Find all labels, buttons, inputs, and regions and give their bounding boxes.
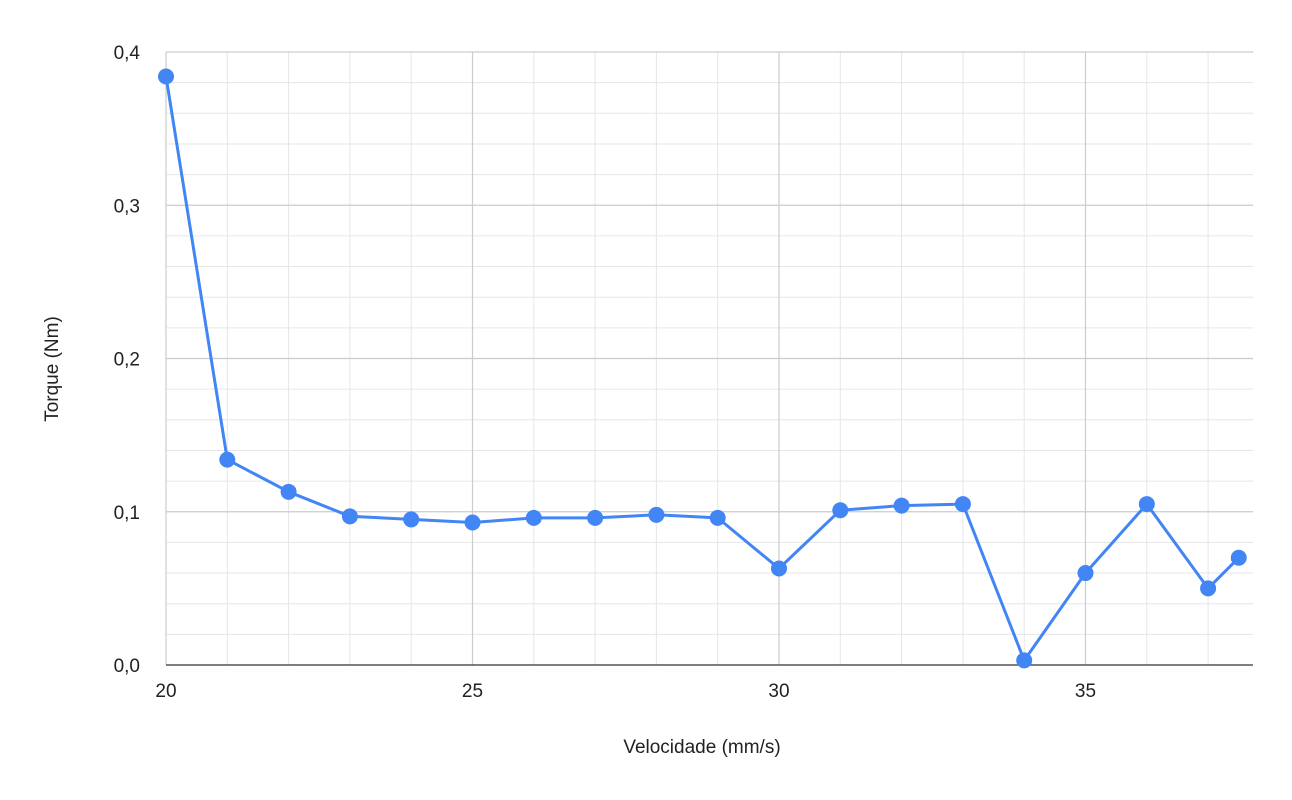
x-tick-label: 25 bbox=[462, 681, 483, 702]
data-point bbox=[587, 509, 604, 526]
y-axis-tick-labels: 0,0 0,1 0,2 0,3 0,4 bbox=[114, 43, 141, 677]
data-point bbox=[954, 496, 971, 513]
data-point bbox=[709, 509, 726, 526]
data-point bbox=[1016, 652, 1033, 669]
series-layer bbox=[158, 68, 1247, 669]
data-point bbox=[158, 68, 174, 85]
y-tick-label: 0,2 bbox=[114, 350, 140, 371]
x-axis-tick-labels: 20 25 30 35 bbox=[155, 681, 1096, 702]
y-tick-label: 0,4 bbox=[114, 43, 141, 64]
data-point bbox=[648, 506, 665, 523]
y-tick-label: 0,0 bbox=[114, 656, 140, 677]
data-point bbox=[280, 483, 297, 500]
data-point bbox=[1230, 549, 1247, 566]
data-point bbox=[1138, 496, 1155, 513]
y-axis-title: Torque (Nm) bbox=[42, 316, 63, 422]
data-point bbox=[893, 497, 910, 514]
data-point bbox=[832, 502, 849, 519]
data-point bbox=[525, 509, 542, 526]
data-point bbox=[403, 511, 420, 528]
x-tick-label: 20 bbox=[155, 681, 176, 702]
y-tick-label: 0,3 bbox=[114, 196, 140, 217]
data-point bbox=[771, 560, 787, 577]
data-point bbox=[341, 508, 358, 525]
data-point bbox=[1200, 580, 1217, 597]
x-axis-title: Velocidade (mm/s) bbox=[623, 737, 780, 758]
data-point bbox=[1077, 565, 1094, 582]
y-tick-label: 0,1 bbox=[114, 503, 140, 524]
x-tick-label: 35 bbox=[1075, 681, 1096, 702]
x-tick-label: 30 bbox=[768, 681, 789, 702]
data-point bbox=[464, 514, 481, 531]
data-point bbox=[219, 451, 236, 468]
major-gridlines bbox=[165, 51, 1253, 665]
